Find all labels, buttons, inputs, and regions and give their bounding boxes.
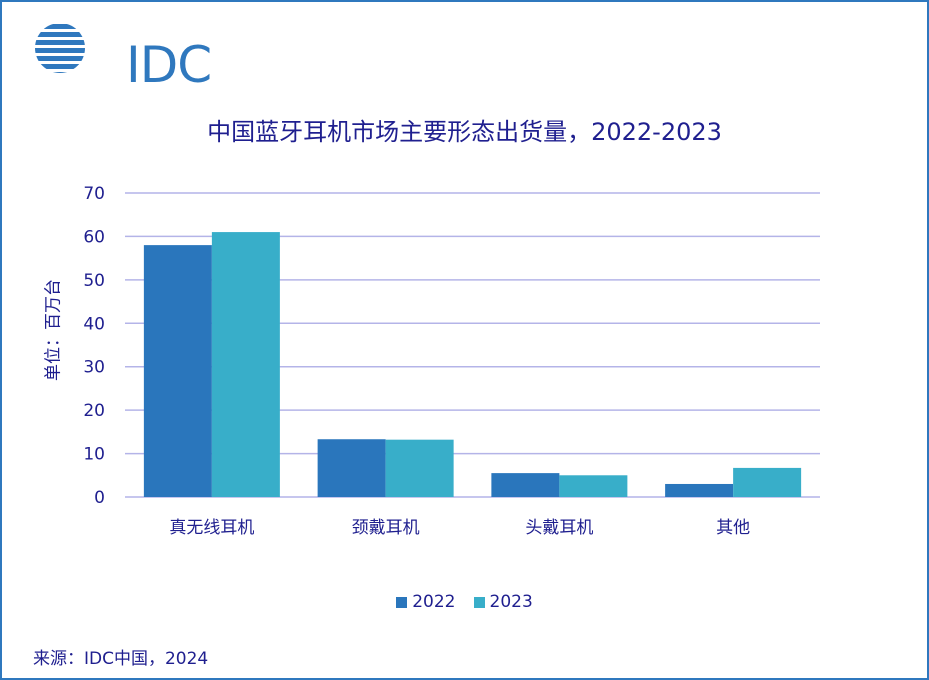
y-tick-label: 50: [83, 271, 105, 291]
legend: 2022 2023: [0, 592, 929, 612]
y-tick-label: 40: [83, 314, 105, 334]
x-tick-label: 头戴耳机: [525, 518, 593, 538]
legend-label: 2023: [489, 592, 533, 612]
bar-2022: [317, 439, 386, 497]
y-tick-label: 20: [83, 401, 105, 421]
legend-swatch: [473, 596, 485, 608]
logo-text: IDC: [126, 36, 212, 94]
bar-2023: [211, 232, 280, 498]
legend-item: 2023: [473, 592, 533, 612]
legend-label: 2022: [412, 592, 456, 612]
bar-2023: [559, 475, 628, 497]
x-tick-label: 真无线耳机: [169, 518, 254, 538]
y-tick-label: 60: [83, 227, 105, 247]
y-tick-label: 30: [83, 358, 105, 378]
bar-2022: [665, 483, 734, 497]
y-tick-label: 70: [83, 184, 105, 204]
idc-globe-logo-icon: [35, 24, 85, 73]
bar-2023: [733, 467, 802, 497]
x-tick-label: 颈戴耳机: [352, 518, 420, 538]
idc-logo: IDC: [34, 22, 212, 94]
bar-2022: [491, 473, 560, 497]
y-tick-label: 0: [94, 488, 105, 508]
y-tick-label: 10: [83, 445, 105, 465]
bar-2022: [143, 245, 212, 497]
x-tick-label: 其他: [716, 518, 750, 538]
bar-2023: [385, 439, 454, 497]
legend-item: 2022: [396, 592, 456, 612]
source-note: 来源：IDC中国，2024: [33, 649, 209, 669]
chart-title: 中国蓝牙耳机市场主要形态出货量，2022-2023: [207, 118, 722, 146]
legend-swatch: [396, 596, 408, 608]
